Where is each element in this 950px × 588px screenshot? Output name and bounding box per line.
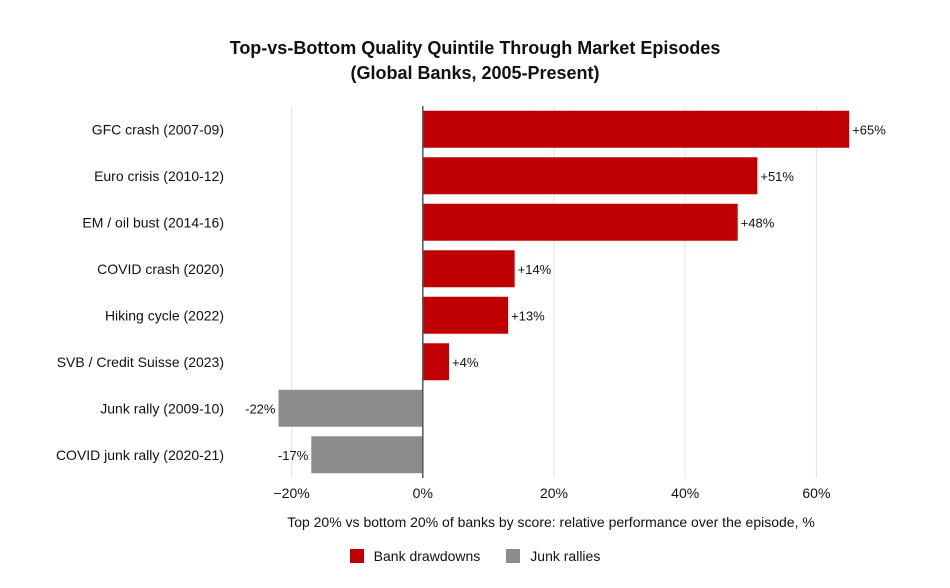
chart-subtitle: (Global Banks, 2005-Present) — [350, 63, 600, 83]
data-label: +65% — [852, 122, 886, 137]
legend-label-junk-rallies: Junk rallies — [530, 548, 601, 564]
category-label: COVID junk rally (2020-21) — [56, 447, 224, 463]
data-label: -17% — [278, 448, 309, 463]
data-label: +14% — [518, 262, 552, 277]
legend-item-bank-drawdowns: Bank drawdowns — [349, 548, 481, 564]
bar — [422, 203, 738, 241]
legend: Bank drawdowns Junk rallies — [0, 548, 950, 564]
x-tick-label: 60% — [802, 485, 830, 501]
bar — [422, 157, 758, 195]
data-label: +48% — [741, 215, 775, 230]
legend-label-bank-drawdowns: Bank drawdowns — [373, 548, 481, 564]
category-label: EM / oil bust (2014-16) — [82, 214, 224, 230]
labels: −20% 0% 20% 40% 60% GFC crash (2007-09) +65% Eu… — [56, 121, 886, 501]
x-tick-label: 40% — [671, 485, 699, 501]
legend-swatch-bank-drawdowns — [349, 549, 364, 563]
bar — [422, 250, 515, 288]
legend-swatch-junk-rallies — [506, 549, 521, 563]
bar — [278, 389, 423, 427]
category-label: COVID crash (2020) — [97, 261, 224, 277]
category-label: SVB / Credit Suisse (2023) — [57, 354, 224, 370]
data-label: +4% — [452, 355, 479, 370]
category-label: GFC crash (2007-09) — [92, 121, 224, 137]
x-tick-label: −20% — [273, 485, 309, 501]
x-tick-label: 20% — [540, 485, 568, 501]
x-axis-label: Top 20% vs bottom 20% of banks by score:… — [287, 514, 815, 530]
bar — [422, 343, 450, 381]
bar — [422, 110, 850, 148]
category-label: Junk rally (2009-10) — [100, 400, 224, 416]
category-label: Euro crisis (2010-12) — [94, 168, 224, 184]
bar — [422, 296, 509, 334]
legend-item-junk-rallies: Junk rallies — [506, 548, 600, 564]
x-tick-label: 0% — [413, 485, 433, 501]
data-label: +13% — [511, 308, 545, 323]
category-label: Hiking cycle (2022) — [105, 307, 224, 323]
chart-title: Top-vs-Bottom Quality Quintile Through M… — [229, 38, 721, 58]
bars — [278, 110, 850, 474]
bar — [311, 436, 423, 474]
data-label: +51% — [760, 169, 794, 184]
data-label: -22% — [245, 401, 276, 416]
